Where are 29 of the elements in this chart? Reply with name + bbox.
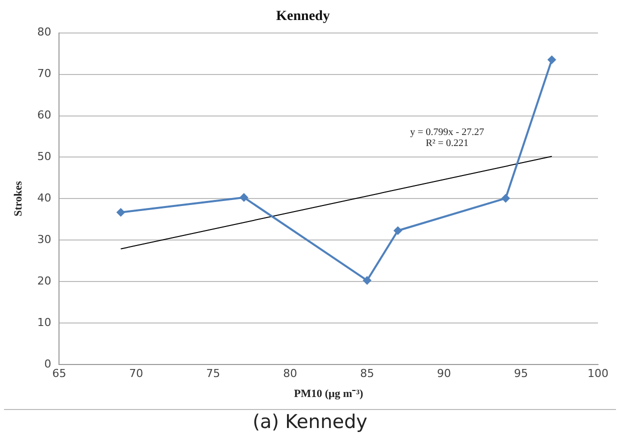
y-tick-label: 80 bbox=[37, 26, 52, 39]
x-tick-label: 90 bbox=[437, 367, 452, 380]
x-tick-label: 75 bbox=[206, 367, 220, 380]
chart-title: Kennedy bbox=[276, 9, 330, 24]
y-tick-label: 50 bbox=[37, 150, 52, 164]
annotation: R² = 0.221 bbox=[426, 138, 469, 149]
y-tick-label: 20 bbox=[37, 274, 52, 288]
annotation: y = 0.799x - 27.27 bbox=[410, 126, 484, 138]
point bbox=[394, 226, 402, 235]
x-tick-label: 80 bbox=[283, 367, 298, 380]
x-tick-label: 95 bbox=[514, 367, 528, 380]
y-tick-label: 70 bbox=[37, 67, 52, 80]
x-tick-label: 85 bbox=[360, 367, 374, 380]
point bbox=[116, 208, 125, 216]
x-axis-title: PM10 (μg m⁻³) bbox=[294, 388, 364, 400]
x-tick-label: 65 bbox=[52, 367, 66, 380]
y-tick-label: 30 bbox=[37, 233, 52, 246]
y-tick-label: 0 bbox=[44, 357, 52, 370]
point bbox=[502, 194, 510, 202]
y-tick-label: 10 bbox=[37, 316, 52, 329]
x-tick-label: 70 bbox=[129, 367, 144, 380]
text: (a) Kennedy bbox=[252, 411, 368, 433]
point bbox=[363, 276, 372, 284]
y-axis-title: Strokes bbox=[12, 180, 24, 216]
y-tick-label: 40 bbox=[37, 192, 52, 205]
point bbox=[548, 56, 556, 64]
y-tick-label: 60 bbox=[37, 108, 52, 122]
x-tick-label: 100 bbox=[588, 367, 608, 380]
point bbox=[240, 193, 248, 202]
